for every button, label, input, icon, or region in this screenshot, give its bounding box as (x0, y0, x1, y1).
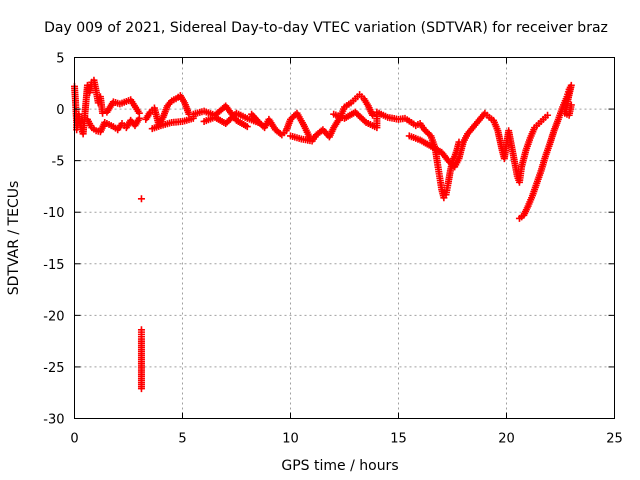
data-points (71, 76, 575, 393)
data-point (135, 109, 143, 117)
y-tick-label: -20 (43, 309, 64, 324)
data-point (137, 385, 145, 393)
x-tick-label: 5 (178, 432, 186, 447)
data-point (243, 123, 251, 131)
y-tick-label: -30 (43, 413, 64, 428)
y-tick-label: -25 (43, 361, 64, 376)
y-tick-label: -5 (52, 155, 65, 170)
y-tick-label: -15 (43, 258, 64, 273)
x-tick-label: 15 (390, 432, 407, 447)
x-tick-label: 10 (282, 432, 299, 447)
data-point (369, 111, 377, 119)
x-tick-label: 0 (70, 432, 78, 447)
data-point (137, 195, 145, 203)
y-tick-label: 5 (56, 52, 64, 67)
y-axis-label: SDTVAR / TECUs (6, 181, 22, 296)
chart-title: Day 009 of 2021, Sidereal Day-to-day VTE… (44, 20, 608, 36)
x-axis-label: GPS time / hours (281, 458, 398, 474)
x-tick-label: 25 (606, 432, 623, 447)
y-axis-ticks: 5 0 -5 -10 -15 -20 -25 -30 (43, 52, 615, 428)
data-point (544, 111, 552, 119)
plot-frame (74, 57, 615, 419)
y-tick-label: -10 (43, 206, 64, 221)
y-tick-label: 0 (56, 103, 64, 118)
data-point (567, 101, 575, 109)
x-tick-label: 20 (498, 432, 515, 447)
data-point (99, 109, 107, 117)
x-axis-ticks: 0 5 10 15 20 25 (70, 57, 623, 447)
